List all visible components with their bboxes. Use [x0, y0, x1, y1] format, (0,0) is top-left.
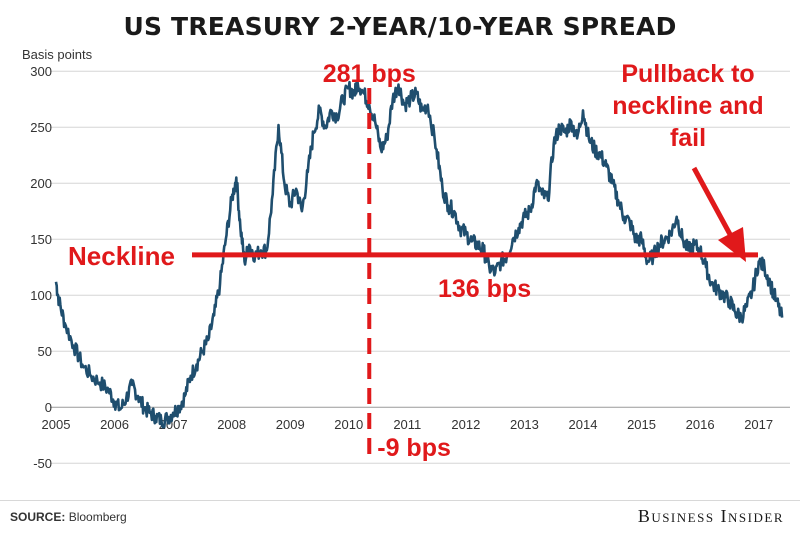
x-tick-2012: 2012: [451, 417, 480, 432]
brand-logo: Business Insider: [637, 506, 784, 526]
chart-title: US TREASURY 2-YEAR/10-YEAR SPREAD: [123, 12, 677, 41]
spread-line: [54, 80, 784, 429]
x-tick-2006: 2006: [100, 417, 129, 432]
source-label: SOURCE:: [10, 510, 66, 524]
y-tick-labels: 300 250 200 150 100 50 0 -50: [30, 64, 52, 471]
x-tick-2010: 2010: [334, 417, 363, 432]
pullback-label-line-3: fail: [670, 124, 706, 152]
x-tick-2011: 2011: [393, 417, 421, 432]
footer-divider: [0, 500, 800, 534]
y-tick-200: 200: [30, 176, 52, 191]
y-tick-100: 100: [30, 288, 52, 303]
x-tick-labels: 2005 2006 2007 2008 2009 2010 2011 2012 2013 2014…: [42, 417, 774, 432]
x-tick-2008: 2008: [217, 417, 246, 432]
x-tick-2013: 2013: [510, 417, 539, 432]
pullback-arrow-shaft: [691, 166, 735, 240]
y-tick-300: 300: [30, 64, 52, 79]
neckline-value-label: 136 bps: [438, 275, 531, 303]
source-value: Bloomberg: [68, 510, 127, 524]
source-note: SOURCE: Bloomberg: [10, 510, 127, 524]
pullback-arrow-head: [718, 227, 746, 262]
y-tick-50: 50: [38, 344, 52, 359]
x-tick-2015: 2015: [627, 417, 656, 432]
x-tick-2016: 2016: [686, 417, 715, 432]
low-label: -9 bps: [377, 434, 451, 462]
neckline-label: Neckline: [68, 241, 175, 271]
x-tick-2014: 2014: [569, 417, 598, 432]
pullback-label-line-1: Pullback to: [621, 60, 754, 88]
x-tick-2009: 2009: [276, 417, 305, 432]
annotation-layer: Neckline 136 bps 281 bps -9 bps Pullback to n…: [68, 60, 764, 462]
x-tick-2017: 2017: [744, 417, 773, 432]
y-tick-0: 0: [45, 400, 52, 415]
y-tick-150: 150: [30, 232, 52, 247]
y-tick--50: -50: [33, 456, 52, 471]
peak-label: 281 bps: [323, 60, 416, 88]
x-tick-2005: 2005: [42, 417, 71, 432]
series-layer: [54, 80, 784, 429]
y-axis-label: Basis points: [22, 47, 93, 62]
y-tick-250: 250: [30, 120, 52, 135]
pullback-label-line-2: neckline and: [612, 92, 763, 120]
